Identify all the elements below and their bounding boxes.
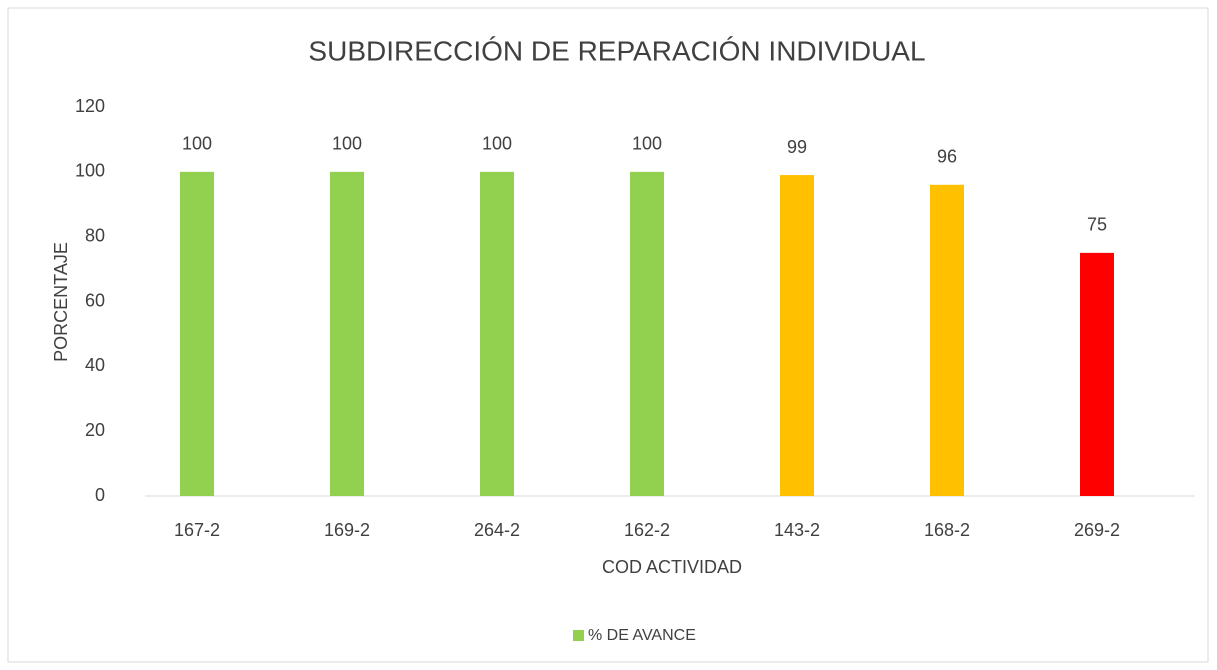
y-tick-label: 0 xyxy=(95,485,105,505)
data-label: 100 xyxy=(332,134,362,154)
legend-label: % DE AVANCE xyxy=(588,627,696,644)
data-label: 100 xyxy=(482,134,512,154)
x-tick-label: 269-2 xyxy=(1074,520,1120,540)
bar xyxy=(630,171,664,497)
bar xyxy=(780,175,814,496)
data-label: 100 xyxy=(182,134,212,154)
y-tick-label: 120 xyxy=(75,96,105,116)
x-tick-label: 264-2 xyxy=(474,520,520,540)
data-label: 75 xyxy=(1087,215,1107,235)
y-tick-label: 100 xyxy=(75,161,105,181)
x-tick-label: 143-2 xyxy=(774,520,820,540)
y-tick-label: 80 xyxy=(85,225,105,245)
bar xyxy=(930,184,964,497)
data-label: 99 xyxy=(787,137,807,157)
x-tick-label: 162-2 xyxy=(624,520,670,540)
bar xyxy=(1080,252,1114,496)
x-axis-label: COD ACTIVIDAD xyxy=(602,557,742,577)
data-label: 96 xyxy=(937,147,957,167)
y-tick-label: 60 xyxy=(85,290,105,310)
y-axis-label: PORCENTAJE xyxy=(51,242,71,362)
x-tick-label: 169-2 xyxy=(324,520,370,540)
bar xyxy=(330,171,364,497)
y-tick-label: 20 xyxy=(85,420,105,440)
chart-title: SUBDIRECCIÓN DE REPARACIÓN INDIVIDUAL xyxy=(308,35,925,66)
bar xyxy=(480,171,514,497)
data-label: 100 xyxy=(632,134,662,154)
x-tick-label: 168-2 xyxy=(924,520,970,540)
x-tick-label: 167-2 xyxy=(174,520,220,540)
bar xyxy=(180,171,214,497)
y-tick-label: 40 xyxy=(85,355,105,375)
legend-swatch xyxy=(573,630,584,641)
